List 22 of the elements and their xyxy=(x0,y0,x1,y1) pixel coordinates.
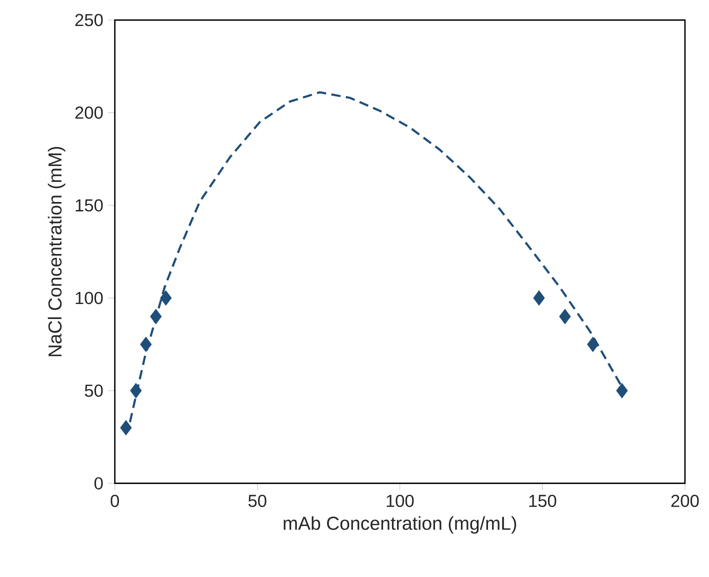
y-tick-label: 0 xyxy=(94,477,103,490)
x-tick-label: 50 xyxy=(248,494,266,508)
point xyxy=(559,309,571,324)
point xyxy=(150,309,162,324)
y-tick-label: 50 xyxy=(84,384,103,397)
x-axis-title: mAb Concentration (mg/mL) xyxy=(284,516,516,534)
y-tick-label: 250 xyxy=(75,14,103,26)
point xyxy=(130,383,142,398)
y-tick-label: 200 xyxy=(75,106,103,119)
point xyxy=(140,336,152,352)
point xyxy=(120,420,132,436)
y-axis-title: NaCl Concentration (mM) xyxy=(48,147,66,356)
x-tick-label: 200 xyxy=(671,494,699,508)
x-tick-label: 0 xyxy=(110,494,119,508)
y-tick-label: 100 xyxy=(76,292,103,304)
x-tick-label: 150 xyxy=(529,494,556,508)
point xyxy=(533,290,545,306)
point xyxy=(587,336,599,352)
y-tick-label: 150 xyxy=(76,199,103,212)
x-tick-label: 100 xyxy=(386,494,414,508)
point xyxy=(616,383,628,398)
point xyxy=(160,290,172,306)
